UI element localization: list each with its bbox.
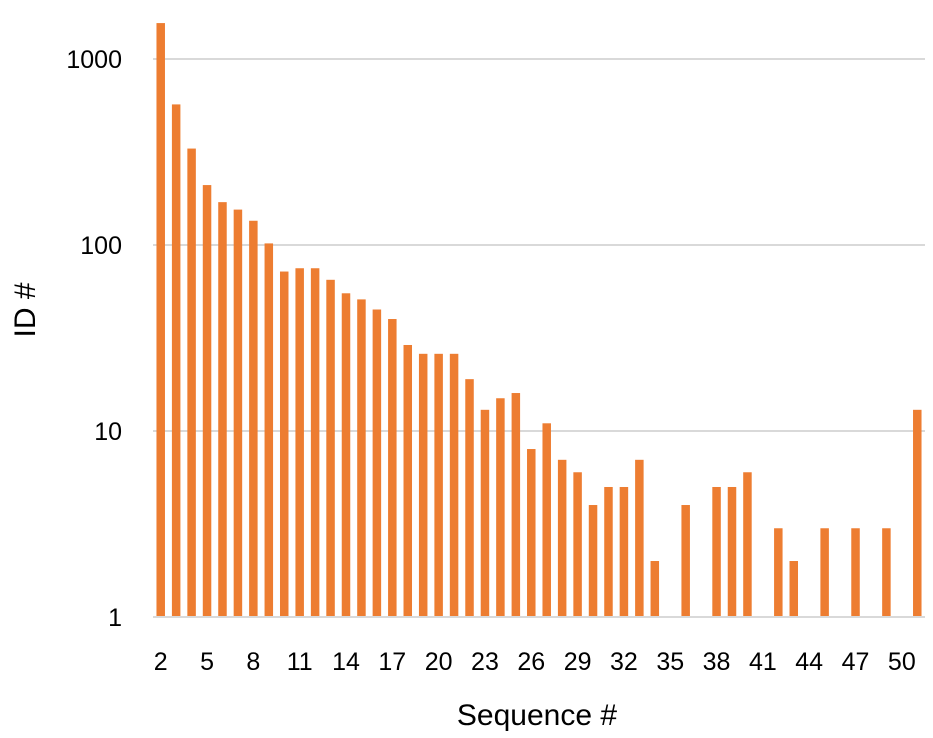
bar-4 (187, 148, 196, 617)
x-tick-labels: 2 5 8 11 14 17 20 23 26 29 32 35 38 41 44 47 50 (154, 648, 916, 676)
x-tick-label: 2 (154, 648, 168, 676)
bar-39 (727, 486, 737, 617)
bar-13 (326, 279, 335, 617)
x-tick-label: 14 (332, 648, 360, 676)
bar-42 (774, 528, 783, 617)
bar-12 (310, 268, 320, 617)
x-tick-label: 50 (888, 648, 916, 676)
bar-49 (882, 528, 891, 617)
x-tick-label: 38 (703, 648, 731, 676)
x-tick-label: 26 (517, 648, 545, 676)
bar-19 (418, 353, 428, 617)
x-tick-label: 8 (246, 648, 260, 676)
bar-29 (573, 472, 582, 617)
bar-20 (434, 353, 443, 617)
bar-16 (372, 309, 382, 617)
x-tick-label: 5 (200, 648, 214, 676)
bar-14 (341, 293, 351, 617)
bar-32 (619, 486, 629, 617)
bar-43 (789, 561, 799, 617)
bar-36 (681, 505, 690, 617)
bar-23 (480, 409, 490, 617)
bar-40 (743, 472, 752, 617)
y-tick-label: 10 (94, 418, 122, 446)
x-tick-label: 29 (564, 648, 592, 676)
x-tick-label: 11 (287, 648, 313, 676)
bar-9 (264, 243, 274, 617)
y-tick-labels: 1 10 100 1000 (66, 46, 122, 632)
x-tick-label: 35 (656, 648, 684, 676)
bar-51 (913, 409, 922, 617)
x-tick-label: 41 (749, 648, 777, 676)
bar-22 (465, 379, 474, 617)
y-axis-title: ID # (9, 282, 42, 337)
bar-11 (295, 268, 304, 617)
y-tick-label: 1 (108, 604, 122, 632)
bars (156, 23, 922, 617)
bar-34 (650, 561, 660, 617)
bar-18 (403, 344, 413, 617)
bar-28 (557, 459, 567, 617)
bar-24 (496, 398, 505, 617)
bar-3 (171, 104, 181, 617)
bar-26 (527, 449, 536, 617)
x-tick-label: 20 (425, 648, 453, 676)
bar-47 (851, 528, 860, 617)
bar-10 (279, 271, 289, 617)
bar-7 (233, 209, 243, 617)
x-tick-label: 44 (795, 648, 823, 676)
bar-8 (249, 220, 258, 617)
bar-33 (635, 459, 644, 617)
bar-2 (156, 23, 165, 617)
bar-45 (820, 528, 829, 617)
y-tick-label: 1000 (66, 46, 122, 74)
bar-38 (712, 486, 721, 617)
bar-30 (588, 505, 598, 617)
x-tick-label: 23 (471, 648, 499, 676)
bar-25 (511, 393, 521, 617)
bar-21 (449, 353, 459, 617)
x-tick-label: 32 (610, 648, 638, 676)
y-tick-label: 100 (80, 232, 122, 260)
bar-6 (218, 202, 227, 617)
bar-5 (202, 185, 212, 617)
bar-17 (388, 319, 397, 617)
x-axis-title: Sequence # (457, 699, 617, 732)
x-tick-label: 47 (842, 648, 870, 676)
bar-31 (604, 486, 613, 617)
x-tick-label: 17 (378, 648, 406, 676)
bar-27 (542, 423, 551, 617)
bar-15 (357, 299, 366, 617)
